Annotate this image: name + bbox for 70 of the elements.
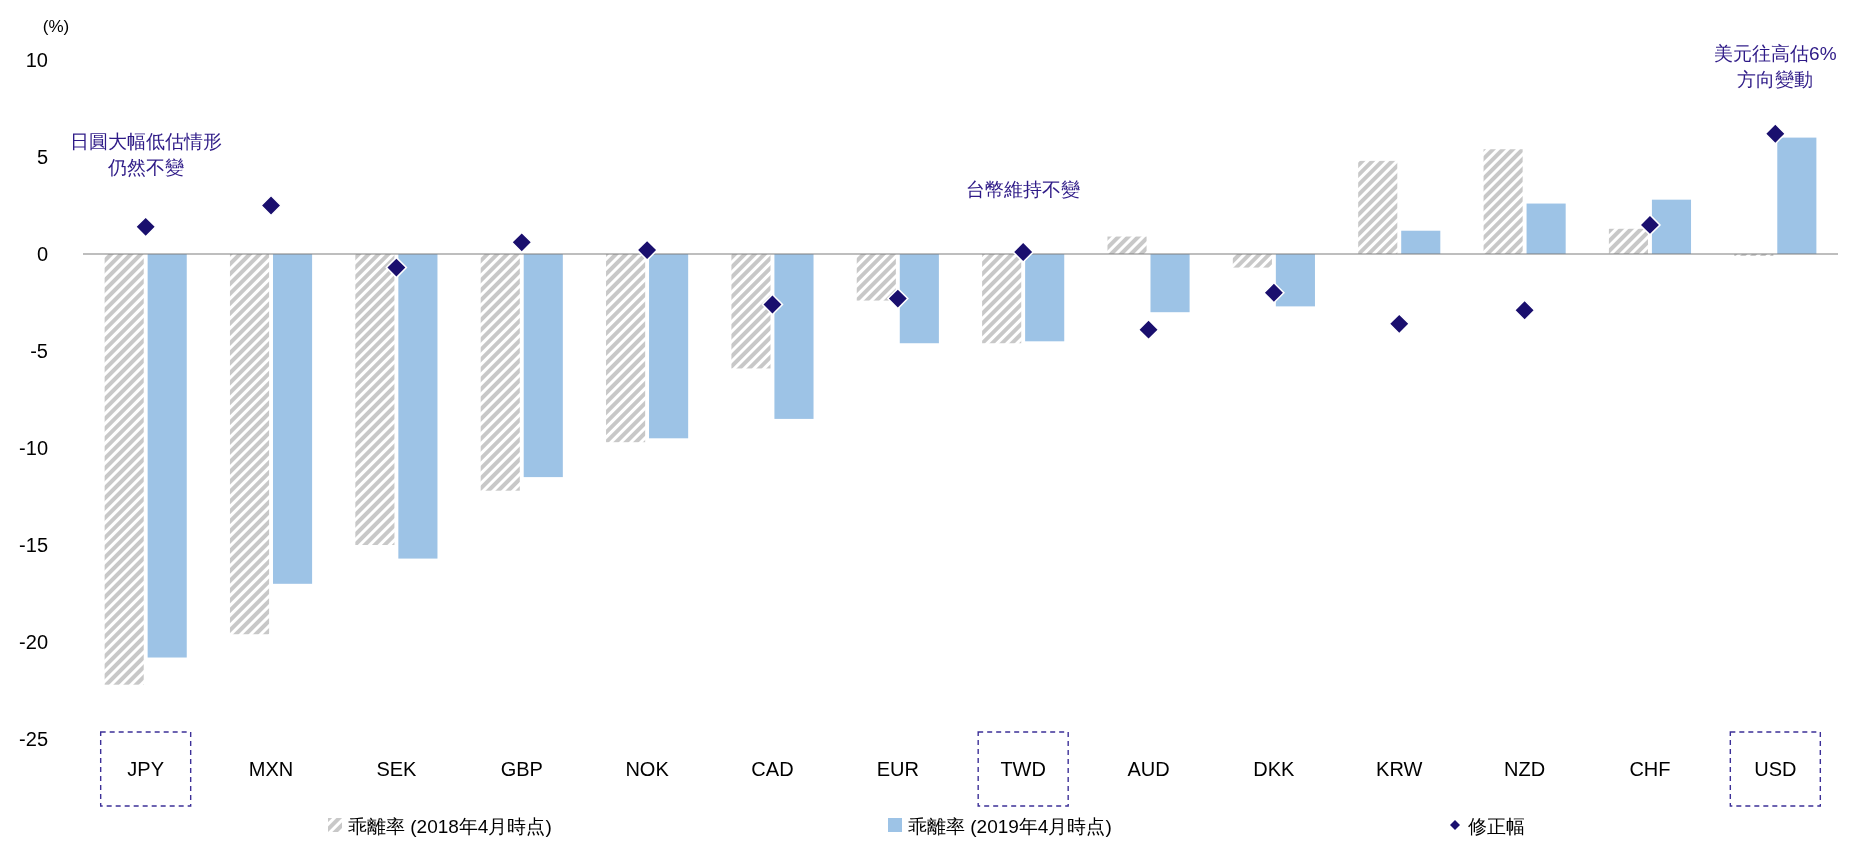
bar	[229, 254, 270, 635]
x-tick-label: CHF	[1629, 758, 1671, 780]
bar	[1107, 236, 1147, 254]
x-tick-label: NOK	[625, 758, 670, 780]
y-axis-title: (%)	[42, 17, 70, 36]
bar	[1483, 149, 1523, 254]
bar	[272, 254, 313, 584]
bar	[899, 254, 939, 344]
legend-label: 修正幅	[1468, 815, 1525, 837]
bar	[1401, 230, 1441, 254]
x-tick-label: MXN	[248, 758, 294, 780]
bar	[1275, 254, 1315, 307]
bar	[1232, 254, 1272, 268]
bar	[355, 254, 395, 545]
bar	[1651, 199, 1692, 254]
point	[134, 216, 157, 238]
y-tick-label: 10	[25, 49, 48, 71]
y-tick-label: 5	[36, 146, 48, 168]
x-tick-label: USD	[1754, 758, 1797, 780]
point	[1137, 318, 1160, 341]
bar	[147, 254, 187, 658]
x-tick-label: DKK	[1253, 758, 1296, 780]
point	[511, 231, 533, 254]
x-tick-label: JPY	[127, 758, 165, 780]
bar	[1358, 160, 1398, 254]
bar	[1608, 228, 1649, 254]
point	[260, 194, 282, 217]
bar	[856, 254, 896, 301]
bar	[606, 254, 646, 443]
annotation: 台幣維持不變	[966, 179, 1081, 200]
point	[1764, 122, 1787, 145]
y-tick-label: -15	[19, 534, 48, 556]
point	[1388, 313, 1410, 335]
point	[761, 293, 784, 316]
y-tick-label: 0	[36, 243, 48, 265]
point	[1513, 299, 1536, 322]
point	[1639, 214, 1661, 236]
y-tick-label: -25	[19, 728, 48, 750]
bar	[982, 254, 1022, 344]
bar	[398, 254, 438, 559]
y-tick-label: -10	[19, 437, 48, 459]
bar	[1025, 254, 1065, 342]
legend-label: 乖離率 (2018年4月時点)	[348, 815, 552, 837]
bar	[731, 254, 771, 369]
x-tick-label: KRW	[1376, 758, 1423, 780]
x-tick-label: EUR	[876, 758, 919, 780]
y-tick-label: -5	[30, 340, 48, 362]
point	[385, 256, 408, 279]
y-tick-label: -20	[19, 631, 48, 653]
x-tick-label: AUD	[1127, 758, 1170, 780]
point	[1012, 241, 1034, 263]
bar	[774, 254, 814, 419]
bar	[649, 254, 689, 439]
annotation: 美元往高估6%方向變動	[1714, 43, 1837, 90]
x-tick-label: SEK	[376, 758, 418, 780]
bar	[523, 254, 563, 478]
bar	[480, 254, 520, 491]
legend-label: 乖離率 (2019年4月時点)	[908, 815, 1112, 837]
x-tick-label: TWD	[1000, 758, 1046, 780]
point	[636, 239, 658, 261]
point	[1263, 282, 1285, 304]
x-tick-label: NZD	[1504, 758, 1546, 780]
point	[887, 287, 909, 310]
x-tick-label: CAD	[751, 758, 794, 780]
x-tick-label: GBP	[500, 758, 543, 780]
bar	[104, 254, 144, 685]
bar	[1777, 137, 1817, 254]
bar	[1526, 203, 1566, 254]
bar	[1150, 254, 1190, 313]
annotation: 日圓大幅低估情形仍然不變	[69, 131, 222, 178]
